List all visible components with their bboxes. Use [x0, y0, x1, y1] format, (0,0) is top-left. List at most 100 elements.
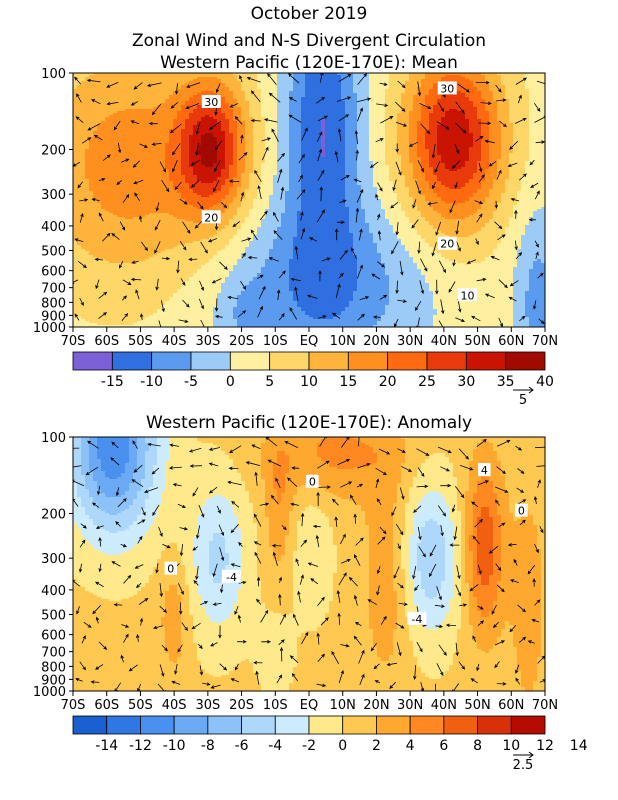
mean-cell	[445, 167, 462, 170]
anom-cell	[329, 603, 370, 606]
anom-cell	[405, 595, 414, 598]
mean-cell	[237, 213, 250, 216]
anom-cell	[493, 567, 502, 570]
wind-vector-arrow	[335, 283, 341, 298]
mean-cell	[385, 111, 402, 114]
mean-cell	[369, 95, 386, 98]
mean-cell	[529, 91, 545, 94]
wind-vector-arrow	[420, 123, 431, 135]
anom-cell	[101, 527, 130, 530]
mean-cell	[73, 273, 194, 276]
anom-cell	[197, 579, 214, 582]
anom-cell	[453, 595, 462, 598]
mean-cell	[293, 241, 354, 244]
anom-cell	[241, 547, 258, 550]
anom-cell	[393, 503, 406, 506]
anom-cell	[241, 475, 262, 478]
mean-cell	[229, 87, 242, 90]
mean-cell	[233, 155, 238, 158]
mean-cell	[413, 99, 426, 102]
mean-cell	[521, 187, 545, 190]
mean-cell	[73, 319, 86, 322]
mean-cell	[377, 321, 434, 324]
mean-cell	[181, 109, 194, 112]
mean-cell	[529, 159, 545, 162]
mean-cell	[481, 151, 490, 154]
anom-cell	[73, 527, 78, 530]
anom-cell	[493, 519, 502, 522]
anom-cell	[461, 539, 466, 542]
mean-cell	[417, 123, 430, 126]
mean-cell	[321, 137, 326, 140]
anom-cell	[453, 533, 462, 536]
mean-cell	[249, 113, 262, 116]
mean-cell	[73, 103, 162, 106]
mean-cell	[153, 313, 214, 316]
mean-cell	[237, 149, 246, 152]
mean-cell	[497, 163, 510, 166]
anom-cell	[369, 465, 402, 468]
anom-cell	[165, 465, 234, 468]
anom-cell	[469, 595, 474, 598]
mean-cell	[389, 73, 410, 76]
anom-cell	[333, 541, 370, 544]
mean-cell	[425, 279, 514, 282]
mean-cell	[193, 205, 214, 208]
anom-cell	[145, 469, 154, 472]
anom-cell	[293, 583, 334, 586]
mean-cell	[277, 141, 290, 144]
anom-cell	[141, 485, 154, 488]
mean-cell	[301, 141, 322, 144]
mean-cell	[357, 97, 370, 100]
anom-cell	[177, 547, 194, 550]
mean-cell	[345, 131, 358, 134]
mean-cell	[397, 197, 414, 200]
mean-cell	[465, 161, 478, 164]
mean-cell	[277, 167, 290, 170]
anom-cell	[105, 471, 126, 474]
anom-cell	[201, 513, 234, 516]
anom-cell	[393, 585, 406, 588]
mean-cell	[237, 145, 246, 148]
anom-cell	[337, 571, 370, 574]
y-tick-label: 700	[41, 282, 66, 297]
mean-cell	[293, 245, 354, 248]
anom-cell	[509, 499, 545, 502]
anom-cell	[73, 607, 166, 610]
mean-cell	[73, 221, 194, 224]
anom-cell	[465, 561, 474, 564]
mean-cell	[89, 137, 170, 140]
mean-cell	[173, 181, 186, 184]
anom-cell	[105, 493, 126, 496]
mean-cell	[509, 121, 530, 124]
anom-cell	[465, 537, 470, 540]
mean-cell	[201, 139, 218, 142]
anom-cell	[293, 569, 338, 572]
mean-cell	[389, 289, 430, 292]
mean-cell	[261, 95, 278, 98]
anom-cell	[73, 531, 82, 534]
mean-cell	[501, 83, 526, 86]
mean-cell	[225, 227, 242, 230]
anom-cell	[465, 547, 470, 550]
anom-cell	[81, 449, 90, 452]
mean-cell	[301, 147, 322, 150]
mean-cell	[289, 133, 302, 136]
mean-cell	[357, 123, 370, 126]
mean-cell	[357, 277, 390, 280]
wind-vector-arrow	[530, 182, 539, 188]
mean-colorbar-label: 15	[339, 374, 357, 390]
anom-cell	[285, 487, 298, 490]
mean-cell	[341, 87, 354, 90]
anom-cell	[501, 523, 534, 526]
anom-cell	[189, 585, 198, 588]
mean-cell	[289, 187, 302, 190]
mean-cell	[253, 141, 266, 144]
anom-cell	[261, 471, 274, 474]
anom-cell	[413, 593, 426, 596]
mean-cell	[505, 89, 530, 92]
mean-cell	[341, 91, 354, 94]
anom-cell	[397, 489, 410, 492]
anom-cell	[253, 521, 270, 524]
